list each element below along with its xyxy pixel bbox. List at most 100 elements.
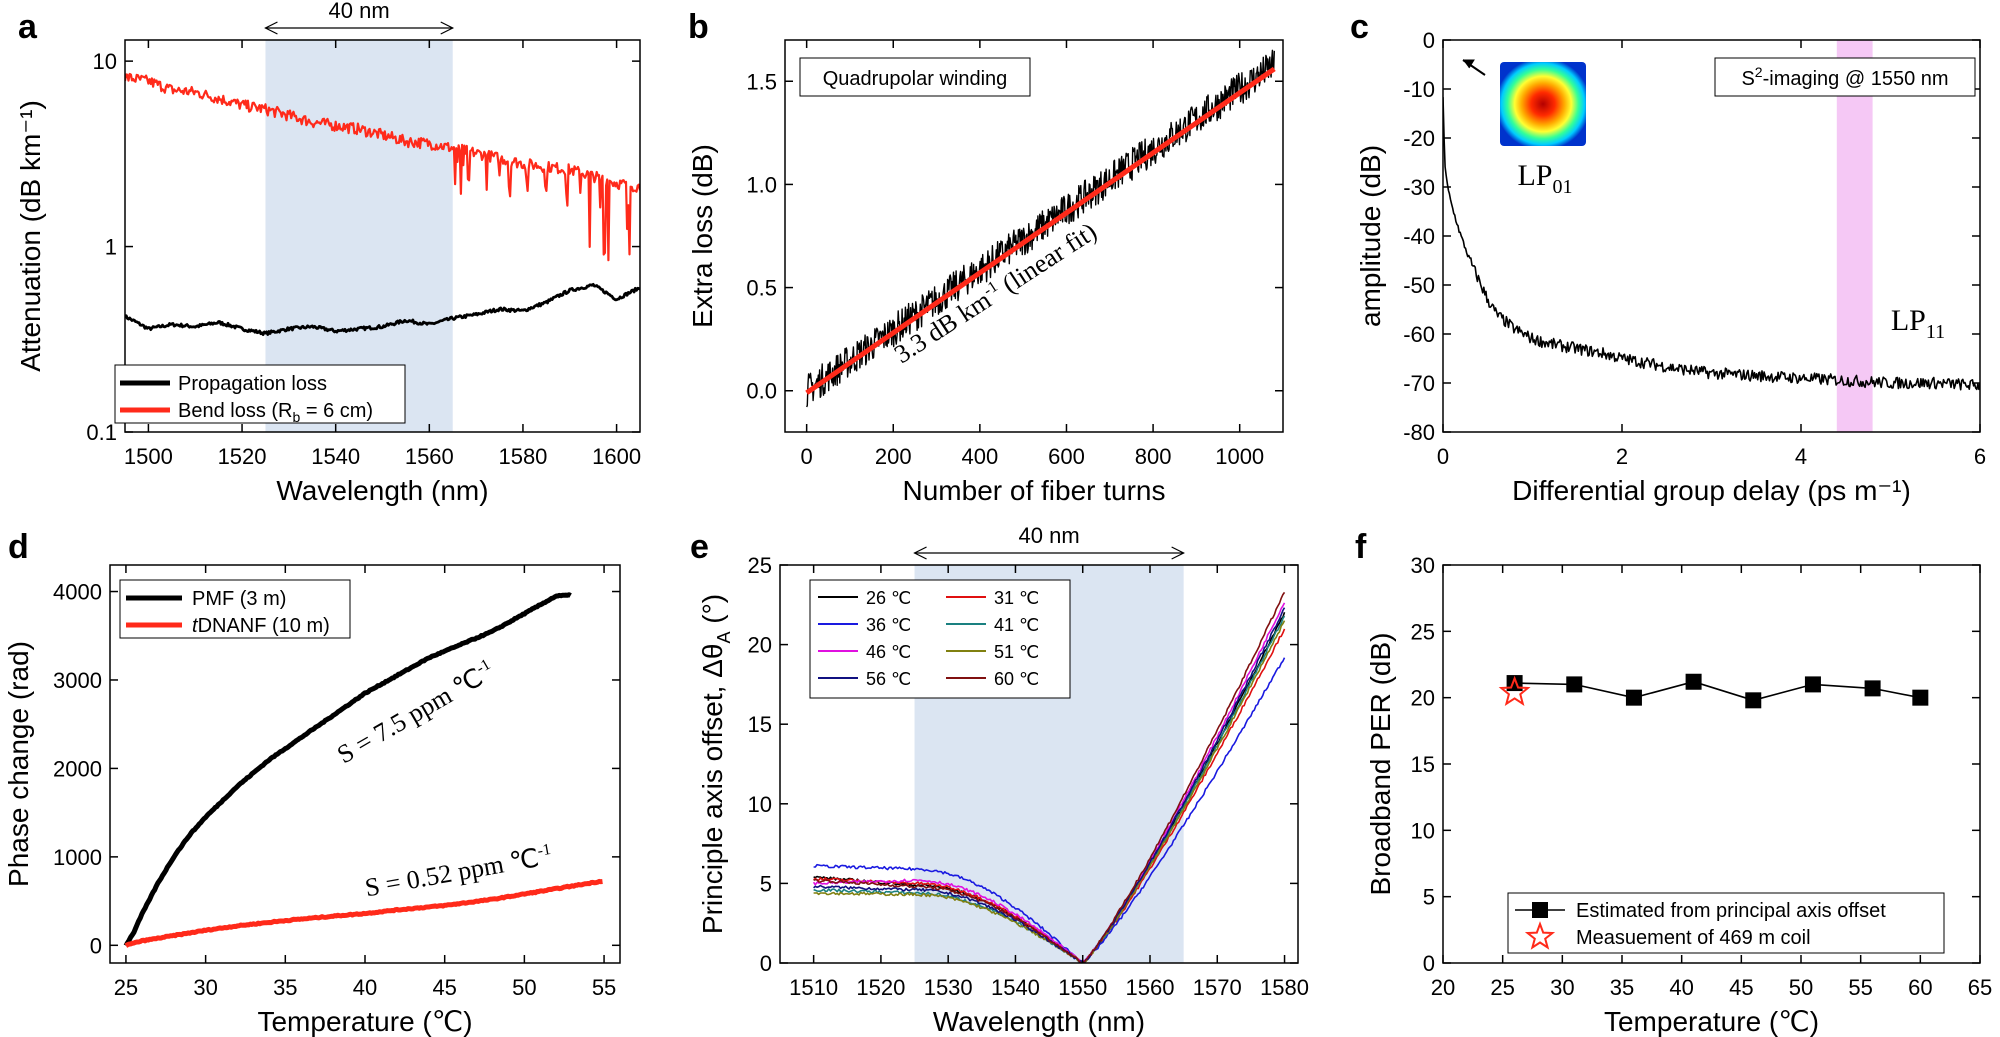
y-tick-label: 2000 [53, 756, 102, 781]
y-tick-label: 0 [90, 933, 102, 958]
legend-entry: 46 ℃ [866, 642, 911, 662]
legend-entry: Propagation loss [178, 373, 327, 395]
data-marker-square [1626, 690, 1642, 706]
y-tick-label: 15 [1411, 752, 1435, 777]
label-pre: S [1741, 68, 1754, 90]
y-tick-label: 10 [1411, 818, 1435, 843]
x-tick-label: 600 [1048, 444, 1085, 469]
y-axis-label: Broadband PER (dB) [1365, 632, 1396, 895]
x-tick-label: 0 [801, 444, 813, 469]
panel-label-a: a [18, 8, 38, 46]
panel-e: 40 nm1510 1520 1530 1540 1550 1560 1570 1580051… [690, 523, 1309, 1037]
legend-text: Propagation loss [178, 373, 327, 395]
y-tick-label: 0.5 [746, 276, 777, 301]
y-axis-label: Extra loss (dB) [687, 144, 718, 328]
data-marker-square [1686, 674, 1702, 690]
x-tick-label: 20 [1431, 975, 1455, 1000]
x-axis-label: Differential group delay (ps m⁻¹) [1512, 475, 1911, 506]
legend: Estimated from principal axis offset Meas… [1508, 893, 1944, 953]
x-axis-label: Number of fiber turns [903, 475, 1166, 506]
x-tick-label: 40 [353, 975, 377, 1000]
y-tick-label: 0 [760, 951, 772, 976]
y-tick-label: -30 [1403, 175, 1435, 200]
x-tick-label: 1580 [1260, 975, 1309, 1000]
series-line-0 [126, 595, 571, 946]
panel-label-c: c [1350, 8, 1369, 46]
legend-entry: 60 ℃ [994, 669, 1039, 689]
legend-entry: 31 ℃ [994, 588, 1039, 608]
data-marker-square [1865, 680, 1881, 696]
y-tick-label: 0.0 [746, 379, 777, 404]
x-tick-label: 40 [1669, 975, 1693, 1000]
y-tick-label: 3000 [53, 668, 102, 693]
y-tick-label: -10 [1403, 77, 1435, 102]
y-tick-label: 5 [760, 871, 772, 896]
x-tick-label: 60 [1908, 975, 1932, 1000]
x-tick-label: 1540 [311, 444, 360, 469]
y-tick-label: 1000 [53, 845, 102, 870]
legend-sub: b [293, 409, 301, 425]
x-axis-label: Wavelength (nm) [933, 1006, 1145, 1037]
legend-entry: Estimated from principal axis offset [1576, 900, 1886, 922]
y-tick-label: 5 [1423, 885, 1435, 910]
x-tick-label: 25 [114, 975, 138, 1000]
legend-entry: 36 ℃ [866, 615, 911, 635]
x-tick-label: 1530 [924, 975, 973, 1000]
y-axis-label: Principle axis offset, ΔθA (°) [697, 594, 734, 934]
label-sup: 2 [1755, 64, 1763, 80]
x-tick-label: 1580 [498, 444, 547, 469]
legend-entry: Measuement of 469 m coil [1576, 927, 1811, 949]
panel-label-b: b [688, 8, 709, 46]
series-line-1 [126, 881, 603, 945]
boxed-label: Quadrupolar winding [823, 68, 1008, 90]
mode-sub: 11 [1926, 321, 1945, 343]
y-tick-label: 1.5 [746, 69, 777, 94]
legend: Propagation lossBend loss (Rb = 6 cm) [115, 365, 405, 425]
x-tick-label: 30 [193, 975, 217, 1000]
legend-swatch-square [1532, 902, 1548, 918]
y-tick-label: 0 [1423, 28, 1435, 53]
x-tick-label: 0 [1437, 444, 1449, 469]
legend-tail: = 6 cm) [300, 400, 373, 422]
sensitivity-annotation-pmf: S = 7.5 ppm ℃-1 [332, 656, 499, 769]
panel-b: 0 200 400 600 800 10000.00.51.01.5Number of f… [687, 8, 1283, 506]
legend-entry: 56 ℃ [866, 669, 911, 689]
band-width-label: 40 nm [1019, 523, 1080, 548]
y-axis-label: Phase change (rad) [3, 641, 34, 887]
x-tick-label: 55 [1848, 975, 1872, 1000]
x-tick-label: 1500 [124, 444, 173, 469]
x-tick-label: 45 [432, 975, 456, 1000]
ylabel-text: Principle axis offset, Δθ [697, 644, 728, 935]
data-marker-square [1745, 692, 1761, 708]
y-tick-label: -70 [1403, 371, 1435, 396]
panel-f: 20 25 30 35 40 45 50 55 60 65 0 5 10 15 20 25 30 Temperat… [1355, 528, 1992, 1037]
legend-entry: tDNANF (10 m) [192, 615, 330, 637]
y-tick-label: 25 [1411, 619, 1435, 644]
x-tick-label: 55 [592, 975, 616, 1000]
legend: 26 ℃ 31 ℃ 36 ℃ 41 ℃ 46 ℃ 51 ℃ 56 ℃ 60 ℃ [810, 580, 1070, 698]
series-linear-fit [807, 69, 1275, 393]
legend-text: DNANF (10 m) [198, 615, 330, 637]
panel-label-f: f [1355, 528, 1367, 566]
y-tick-label: 10 [748, 792, 772, 817]
x-axis-label: Temperature (℃) [1604, 1006, 1819, 1037]
x-tick-label: 800 [1135, 444, 1172, 469]
band-width-label: 40 nm [329, 0, 390, 23]
y-tick-label: 25 [748, 553, 772, 578]
y-tick-label: 1 [105, 235, 117, 260]
x-tick-label: 1520 [856, 975, 905, 1000]
mode-sub: 01 [1553, 176, 1573, 198]
y-tick-label: 20 [1411, 686, 1435, 711]
x-tick-label: 4 [1795, 444, 1807, 469]
fit-annotation: 3.3 dB km-1 (linear fit) [889, 217, 1102, 369]
y-tick-label: 30 [1411, 553, 1435, 578]
x-tick-label: 2 [1616, 444, 1628, 469]
annotation-text: S = 7.5 ppm ℃ [332, 663, 488, 770]
legend-text: PMF (3 m) [192, 588, 286, 610]
x-tick-label: 6 [1974, 444, 1986, 469]
x-axis-label: Wavelength (nm) [276, 475, 488, 506]
x-tick-label: 1000 [1215, 444, 1264, 469]
x-axis-label: Temperature (℃) [257, 1006, 472, 1037]
mode-profile-image [1500, 62, 1586, 146]
y-tick-label: -40 [1403, 224, 1435, 249]
